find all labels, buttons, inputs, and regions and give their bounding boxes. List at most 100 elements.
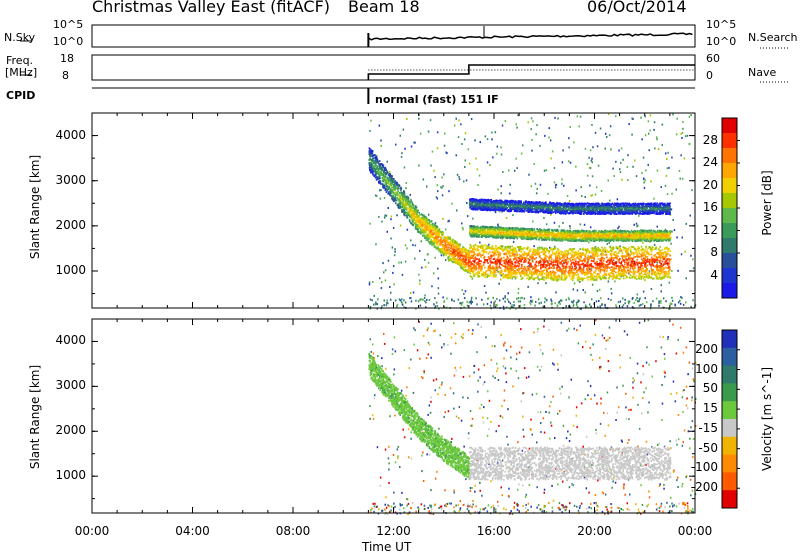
p-data-pixel: [664, 259, 667, 262]
p-data-pixel: [438, 230, 441, 233]
p-noise-pixel: [401, 298, 403, 301]
p-data-pixel: [603, 268, 606, 271]
p-noise-pixel: [562, 221, 564, 224]
p-data-pixel: [665, 270, 667, 273]
p-near-range-pixel: [396, 303, 399, 306]
p-data-pixel: [570, 260, 572, 262]
p-data-pixel: [574, 254, 576, 256]
p-data-pixel: [496, 248, 498, 251]
p-data-pixel: [383, 171, 385, 173]
p-data-pixel: [405, 209, 408, 211]
p-data-pixel: [556, 276, 559, 278]
p-data-pixel: [452, 243, 454, 246]
p-data-pixel: [512, 269, 515, 272]
p-data-pixel: [396, 194, 399, 196]
p-data-pixel: [385, 172, 388, 175]
p-data-pixel: [600, 254, 603, 257]
p-data-pixel: [590, 264, 592, 266]
p-data-pixel: [587, 276, 589, 278]
p-noise-pixel: [619, 300, 622, 303]
p-data-pixel: [446, 243, 448, 246]
p-data-pixel: [587, 260, 589, 262]
p-data-pixel: [647, 274, 649, 277]
p-data-pixel: [527, 258, 529, 260]
p-noise-pixel: [380, 139, 382, 142]
p-data-pixel: [603, 273, 606, 275]
p-noise-pixel: [390, 218, 392, 221]
p-data-pixel: [400, 201, 403, 204]
p-data-pixel: [498, 256, 500, 259]
p-data-pixel: [553, 274, 556, 277]
p-noise-pixel: [385, 304, 388, 307]
p-data-pixel: [377, 171, 379, 174]
p-data-pixel: [487, 274, 489, 277]
p-data-pixel: [567, 260, 569, 263]
p-noise-pixel: [418, 164, 420, 167]
p-data-pixel: [508, 245, 510, 248]
p-near-range-pixel: [604, 303, 606, 306]
p-data-pixel: [395, 185, 397, 187]
p-data-pixel: [596, 273, 599, 276]
p-data-pixel: [397, 198, 399, 200]
p-data-pixel: [486, 273, 488, 276]
p-data-pixel: [561, 251, 563, 253]
p-noise-pixel: [675, 133, 678, 136]
p-data-pixel: [570, 252, 572, 255]
p-data-pixel: [419, 225, 421, 227]
p-noise-pixel: [427, 213, 430, 216]
p-noise-pixel: [648, 270, 651, 273]
p-data-pixel: [549, 275, 552, 278]
p-data-pixel: [482, 275, 485, 277]
p-noise-pixel: [463, 138, 466, 141]
p-noise-pixel: [640, 116, 642, 119]
p-data-pixel: [575, 266, 577, 269]
p-data-pixel: [528, 263, 531, 266]
p-data-pixel: [618, 266, 620, 268]
p-noise-pixel: [619, 245, 621, 248]
p-data-pixel: [571, 275, 573, 278]
p-data-pixel: [550, 256, 553, 259]
p-data-pixel: [636, 258, 638, 261]
p-noise-pixel: [375, 154, 378, 157]
p-data-pixel: [668, 247, 670, 250]
p-data-pixel: [383, 176, 386, 179]
p-data-pixel: [613, 264, 616, 266]
p-data-pixel: [512, 250, 514, 253]
p-data-pixel: [457, 260, 460, 263]
p-data-pixel: [630, 261, 633, 264]
p-data-pixel: [654, 247, 657, 250]
p-noise-pixel: [392, 226, 395, 229]
p-data-pixel: [543, 272, 545, 275]
p-data-pixel: [499, 245, 502, 248]
p-data-pixel: [526, 274, 528, 277]
p-noise-pixel: [653, 197, 655, 200]
p-data-pixel: [478, 264, 480, 267]
p-data-pixel: [428, 228, 430, 231]
p-data-pixel: [533, 273, 536, 276]
p-data-pixel: [529, 268, 531, 271]
p-data-pixel: [461, 247, 464, 250]
p-data-pixel: [598, 263, 600, 266]
p-noise-pixel: [692, 267, 695, 270]
p-near-range-pixel: [435, 301, 438, 304]
p-data-pixel: [658, 254, 661, 256]
p-noise-pixel: [395, 143, 397, 146]
p-near-range-pixel: [652, 300, 654, 303]
p-data-pixel: [641, 248, 644, 250]
p-near-range-pixel: [381, 305, 383, 308]
p-data-pixel: [608, 277, 610, 280]
p-data-pixel: [568, 272, 570, 275]
p-data-pixel: [400, 187, 403, 190]
p-data-pixel: [615, 277, 617, 280]
p-data-pixel: [475, 262, 478, 264]
p-data-pixel: [632, 246, 635, 249]
p-data-pixel: [536, 248, 539, 251]
p-data-pixel: [403, 203, 405, 206]
p-noise-pixel: [562, 149, 564, 152]
p-data-pixel: [622, 269, 625, 271]
p-data-pixel: [505, 275, 507, 278]
p-noise-pixel: [499, 278, 502, 281]
p-noise-pixel: [512, 240, 515, 243]
p-data-pixel: [391, 175, 393, 177]
p-data-pixel: [368, 166, 371, 169]
